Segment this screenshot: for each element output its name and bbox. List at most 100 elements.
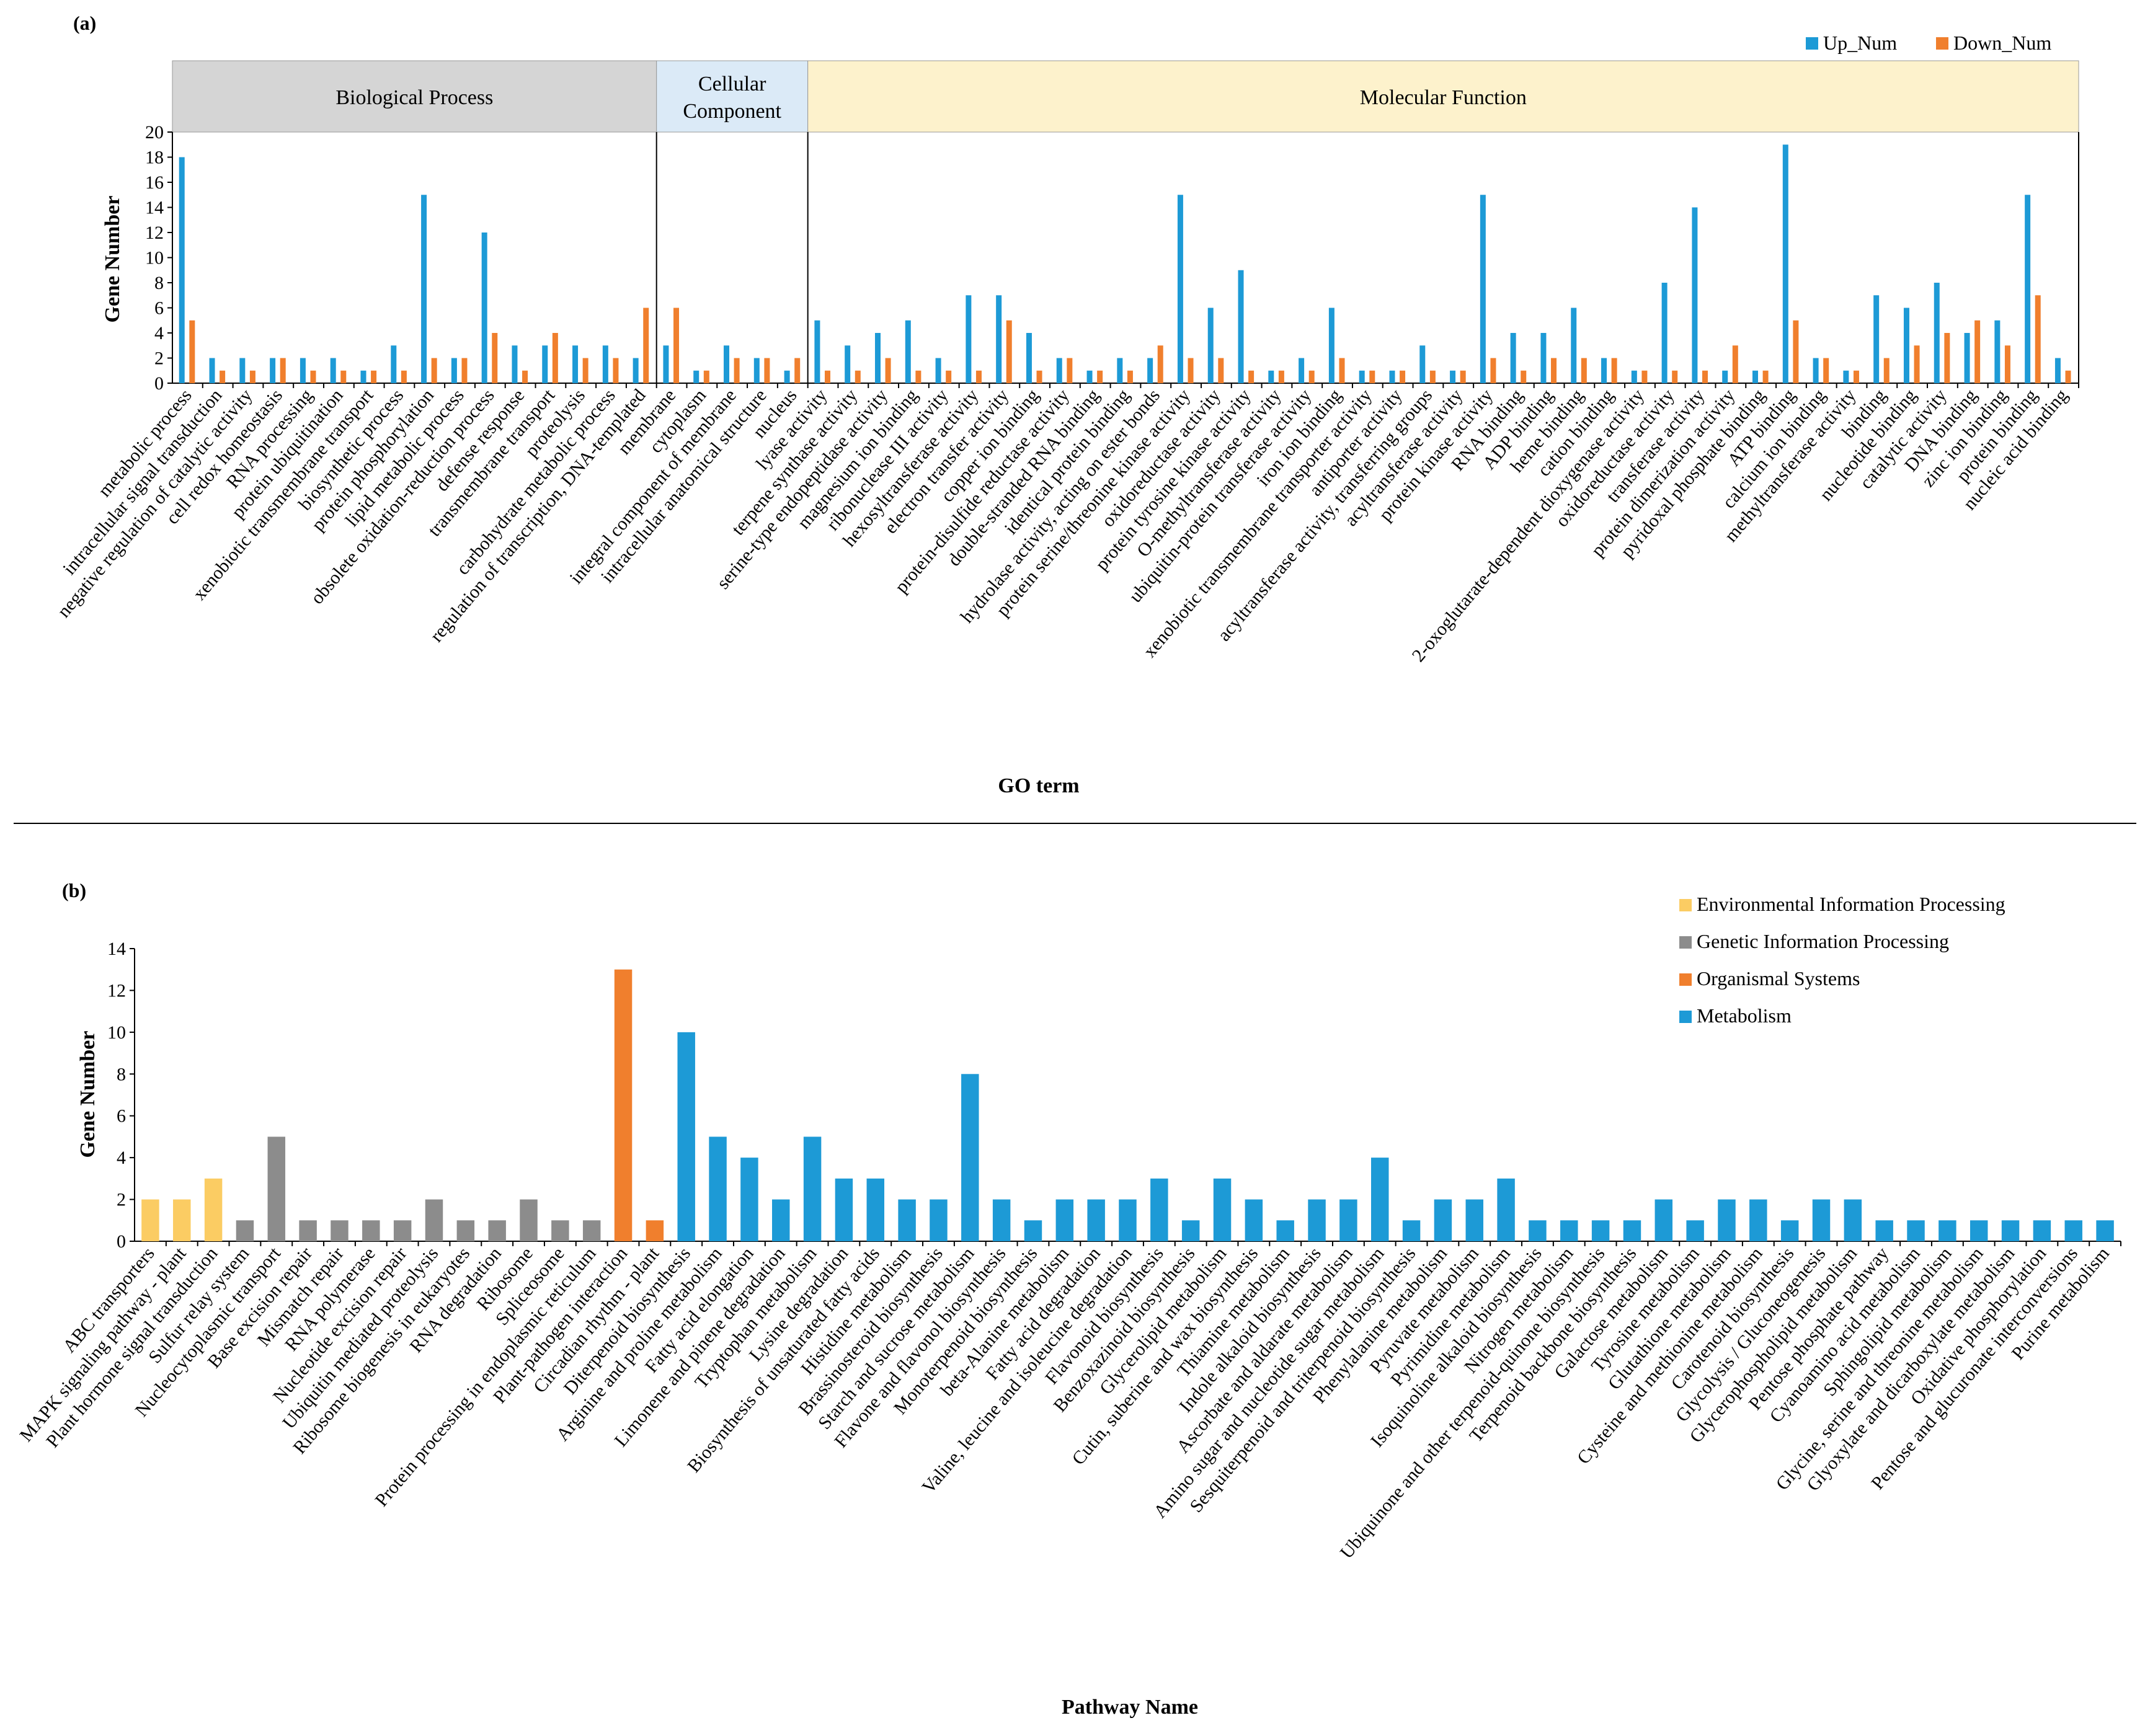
bar-down (915, 370, 922, 383)
bar-up (753, 358, 760, 383)
bar-down (1823, 358, 1829, 383)
bar-up (1299, 358, 1305, 383)
bar-up (663, 345, 669, 383)
go-y-tick-label: 10 (145, 248, 164, 268)
bar-pathway (1812, 1199, 1831, 1241)
bar-down (249, 370, 255, 383)
legend-swatch-up (1806, 37, 1818, 50)
bar-pathway (331, 1220, 349, 1241)
bar-down (946, 370, 952, 383)
bar-down (824, 370, 830, 383)
bar-up (1177, 195, 1183, 383)
legend-swatch-gen (1679, 936, 1692, 949)
bar-pathway (1402, 1220, 1421, 1241)
go-term-chart: (a) Up_Num Down_Num Biological Process Ce… (53, 12, 2079, 797)
bar-pathway (835, 1178, 853, 1241)
bar-down (1127, 370, 1133, 383)
bar-up (512, 345, 518, 383)
go-bars (179, 144, 2079, 388)
bar-down (1067, 358, 1073, 383)
bar-pathway (961, 1074, 979, 1241)
bar-down (431, 358, 437, 383)
panel-label-b: (b) (62, 879, 86, 901)
go-x-axis-title: GO term (998, 774, 1079, 797)
bar-down (975, 370, 982, 383)
bar-down (461, 358, 468, 383)
bar-pathway (1686, 1220, 1704, 1241)
bar-down (552, 333, 558, 383)
bar-up (209, 358, 215, 383)
go-y-tick-label: 2 (154, 348, 164, 369)
bar-pathway (1024, 1220, 1042, 1241)
bar-up (1026, 333, 1032, 383)
bar-pathway (1213, 1178, 1232, 1241)
bar-pathway (551, 1220, 569, 1241)
bar-pathway (1150, 1178, 1168, 1241)
kegg-y-tick-label: 8 (117, 1064, 126, 1084)
bar-down (1551, 358, 1557, 383)
bar-pathway (582, 1220, 601, 1241)
go-y-tick-label: 14 (145, 198, 164, 218)
bar-pathway (1339, 1199, 1357, 1241)
band-2 (807, 60, 2079, 133)
bar-up (1631, 370, 1637, 383)
go-y-tick-label: 6 (154, 298, 164, 319)
bar-up (633, 358, 639, 383)
go-y-tick-label: 18 (145, 148, 164, 168)
bar-down (220, 370, 226, 383)
bar-up (1661, 283, 1668, 383)
band-1 (656, 60, 809, 133)
legend-label-met: Metabolism (1697, 1004, 1792, 1027)
bar-up (1510, 333, 1516, 383)
band-label-1: Cellular (698, 73, 766, 95)
bar-pathway (362, 1220, 380, 1241)
bar-pathway (204, 1178, 223, 1241)
bar-up (1782, 144, 1788, 383)
bar-pathway (2033, 1220, 2051, 1241)
bar-pathway (1623, 1220, 1641, 1241)
band-label-1-line2: Component (683, 100, 781, 123)
bar-up (1934, 283, 1940, 383)
bar-pathway (1718, 1199, 1736, 1241)
bar-pathway (866, 1178, 885, 1241)
go-y-tick-label: 12 (145, 223, 164, 243)
legend-label-gen: Genetic Information Processing (1697, 930, 1949, 952)
bar-down (1157, 345, 1163, 383)
bar-up (1328, 308, 1335, 383)
go-y-tick-label: 4 (154, 323, 164, 343)
bar-pathway (677, 1032, 695, 1241)
bar-pathway (646, 1220, 664, 1241)
go-y-axis: 0 2 4 6 8 10 12 14 16 18 20 (145, 122, 2079, 394)
bar-up (1813, 358, 1819, 383)
bar-up (1389, 370, 1395, 383)
kegg-legend: Environmental Information Processing Gene… (1679, 893, 2005, 1027)
go-y-tick-label: 16 (145, 172, 164, 193)
bar-pathway (930, 1199, 948, 1241)
bar-up (693, 370, 699, 383)
bar-down (764, 358, 770, 383)
bar-down (371, 370, 377, 383)
legend-label-env: Environmental Information Processing (1697, 893, 2005, 915)
bar-pathway (803, 1136, 822, 1241)
bar-pathway (267, 1136, 286, 1241)
bar-pathway (2096, 1220, 2114, 1241)
bar-pathway (236, 1220, 254, 1241)
bar-pathway (740, 1158, 758, 1241)
bar-pathway (614, 969, 633, 1241)
bar-down (1944, 333, 1950, 383)
bar-pathway (898, 1199, 916, 1241)
bar-up (1722, 370, 1728, 383)
bar-down (340, 370, 347, 383)
bar-up (330, 358, 336, 383)
bar-pathway (1529, 1220, 1547, 1241)
bar-down (1521, 370, 1527, 383)
bar-down (1339, 358, 1345, 383)
bar-down (1641, 370, 1648, 383)
bar-up (391, 345, 397, 383)
kegg-y-tick-label: 6 (117, 1106, 126, 1127)
legend-swatch-down (1936, 37, 1948, 50)
bar-up (2054, 358, 2061, 383)
